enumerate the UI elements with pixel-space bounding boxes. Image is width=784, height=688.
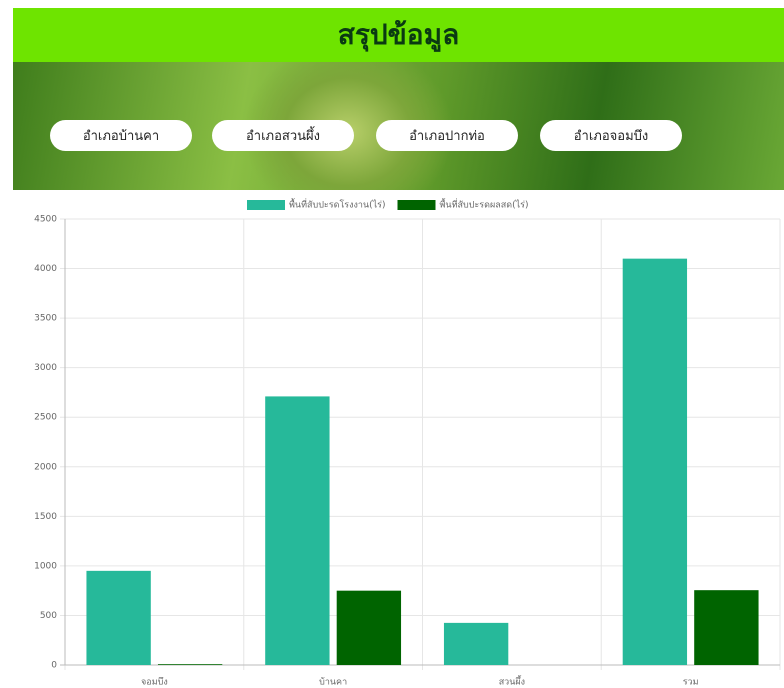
district-button[interactable]: อำเภอบ้านคา [50,120,192,151]
y-tick-label: 1500 [34,512,57,522]
header: สรุปข้อมูล [13,8,784,62]
y-tick-label: 2500 [34,413,57,423]
legend-label: พื้นที่สับปะรดผลสด(ไร่) [440,198,529,211]
legend-swatch [398,200,436,210]
bar [265,396,329,665]
district-button[interactable]: อำเภอปากท่อ [376,120,518,151]
y-tick-label: 1000 [34,561,57,571]
x-tick-label: จอมบึง [141,677,168,688]
bar [694,590,758,665]
bar [623,259,687,665]
x-tick-label: รวม [683,678,699,688]
x-tick-label: บ้านคา [319,677,347,688]
bar [337,591,401,665]
y-tick-label: 500 [40,611,57,621]
bar [158,664,222,665]
page: สรุปข้อมูล อำเภอบ้านคา อำเภอสวนผึ้ง อำเภ… [0,0,784,688]
y-tick-label: 4500 [34,215,57,225]
chart: 0 500 1000 1500 2000 2500 3000 3500 4000 4500 จอมบ… [0,190,784,688]
district-button[interactable]: อำเภอสวนผึ้ง [212,120,354,151]
y-tick-label: 3000 [34,363,57,373]
bar [86,571,150,665]
district-button[interactable]: อำเภอจอมบึง [540,120,682,151]
bar [444,623,508,665]
x-tick-label: สวนผึ้ง [499,675,525,688]
y-tick-label: 3500 [34,314,57,324]
banner: อำเภอบ้านคา อำเภอสวนผึ้ง อำเภอปากท่อ อำเ… [13,62,784,190]
page-title: สรุปข้อมูล [338,13,459,57]
legend-label: พื้นที่สับปะรดโรงงาน(ไร่) [289,198,386,211]
y-tick-label: 0 [51,661,57,671]
y-tick-label: 4000 [34,264,57,274]
legend-swatch [247,200,285,210]
y-tick-label: 2000 [34,462,57,472]
